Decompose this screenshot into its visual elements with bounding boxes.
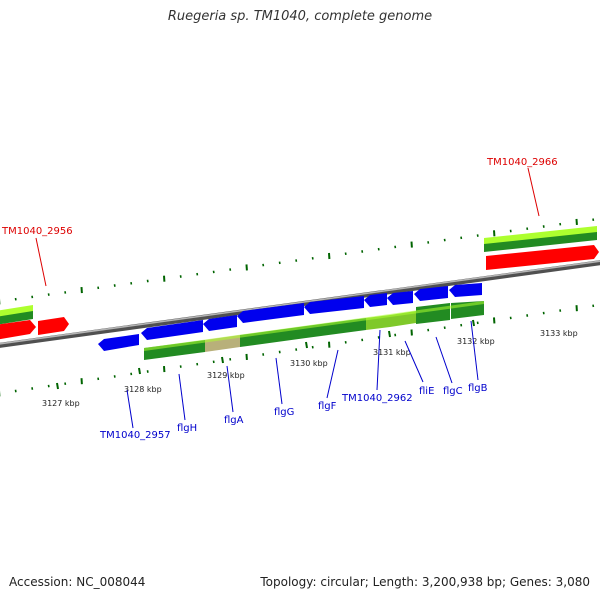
cds-arrow <box>304 296 364 314</box>
genome-summary-text: Topology: circular; Length: 3,200,938 bp… <box>260 575 590 589</box>
gene-label: flgA <box>224 415 244 426</box>
gene-label: TM1040_2957 <box>99 430 171 441</box>
tick-label: 3131 kbp <box>373 348 411 357</box>
cds-arrow <box>414 286 448 301</box>
major-ticks <box>56 319 475 390</box>
gene-group-left <box>0 305 69 340</box>
red-arrow-left-b <box>38 317 69 335</box>
tick-dots <box>0 218 595 397</box>
gene-label: flgH <box>177 423 197 434</box>
cds-arrow <box>141 320 203 340</box>
gene-label: fliE <box>419 386 434 397</box>
tick-label: 3132 kbp <box>457 337 495 346</box>
gene-label: flgG <box>274 407 294 418</box>
cds-arrow <box>364 293 387 307</box>
accession-text: Accession: NC_008044 <box>9 575 146 589</box>
blue-cds-arrows <box>98 283 482 351</box>
red-arrow-right <box>486 245 599 270</box>
cds-arrow <box>98 334 139 351</box>
kbp-labels: 3127 kbp 3128 kbp 3129 kbp 3130 kbp 3131… <box>42 329 578 408</box>
gene-labels: TM1040_2957 flgH flgA flgG flgF TM1040_2… <box>1 157 558 441</box>
gene-label: TM1040_2956 <box>1 226 73 237</box>
cds-arrow <box>237 303 304 323</box>
gene-segment <box>144 340 205 360</box>
tick-label: 3128 kbp <box>124 385 162 394</box>
yellow-bar-left <box>0 305 33 317</box>
gene-segment <box>416 303 450 324</box>
gene-group-right <box>484 226 599 270</box>
gene-label: TM1040_2962 <box>341 393 413 404</box>
red-arrow-left-a <box>0 320 36 340</box>
map-title: Ruegeria sp. TM1040, complete genome <box>167 9 433 24</box>
green-bar-right <box>484 232 597 252</box>
gene-label: flgB <box>468 383 488 394</box>
green-gene-band <box>144 301 484 360</box>
gene-segment <box>306 318 366 338</box>
tick-label: 3133 kbp <box>540 329 578 338</box>
green-bar-left <box>0 309 33 325</box>
cds-arrow <box>203 315 237 331</box>
tick-label: 3127 kbp <box>42 399 80 408</box>
tick-label: 3129 kbp <box>207 371 245 380</box>
tick-label: 3130 kbp <box>290 359 328 368</box>
gene-label: flgC <box>443 386 463 397</box>
gene-label: TM1040_2966 <box>486 157 558 168</box>
cds-arrow <box>387 291 413 305</box>
gene-segment <box>240 326 306 347</box>
gene-label: flgF <box>318 401 337 412</box>
label-leaders <box>35 167 540 429</box>
cds-arrow <box>449 283 482 297</box>
